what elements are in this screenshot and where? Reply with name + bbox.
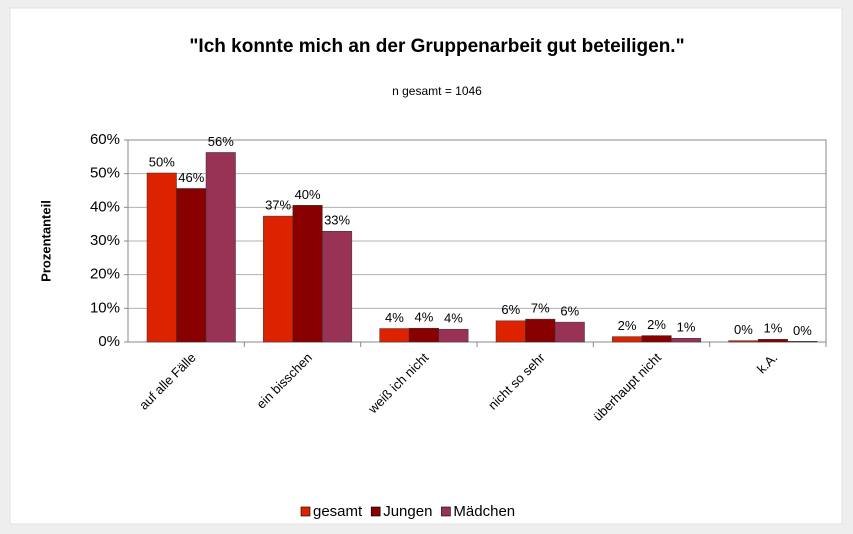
data-label: 4% <box>444 311 463 326</box>
y-tick-label: 10% <box>90 299 120 316</box>
data-label: 6% <box>501 302 520 317</box>
data-label: 0% <box>734 322 753 337</box>
bar <box>612 336 643 343</box>
legend-label: Jungen <box>383 503 432 520</box>
data-label: 2% <box>618 318 637 333</box>
bar <box>379 328 410 343</box>
bar <box>322 230 353 343</box>
legend-label: Mädchen <box>453 503 515 520</box>
data-label: 7% <box>531 301 550 316</box>
bar <box>263 215 294 343</box>
data-label: 37% <box>265 198 291 213</box>
y-tick-label: 50% <box>90 165 120 182</box>
bar <box>728 340 759 343</box>
y-axis-label: Prozentanteil <box>38 200 53 282</box>
legend-swatch <box>441 506 451 517</box>
y-tick-label: 60% <box>90 131 120 148</box>
bar <box>554 321 585 343</box>
bar <box>671 338 702 343</box>
data-label: 46% <box>178 170 204 185</box>
y-tick-label: 20% <box>90 266 120 283</box>
bar <box>641 335 672 343</box>
data-label: 4% <box>415 310 434 325</box>
y-tick-label: 30% <box>90 232 120 249</box>
data-label: 56% <box>208 134 234 149</box>
legend-swatch <box>300 506 311 517</box>
chart-subtitle: n gesamt = 1046 <box>392 84 482 98</box>
data-label: 6% <box>560 304 579 319</box>
chart-title: "Ich konnte mich an der Gruppenarbeit gu… <box>189 36 684 57</box>
data-label: 2% <box>647 317 666 332</box>
data-label: 50% <box>149 154 175 169</box>
bar <box>292 205 323 343</box>
bar <box>205 152 236 343</box>
bar <box>408 327 439 343</box>
bar <box>438 328 469 343</box>
bar <box>495 320 526 343</box>
data-label: 33% <box>324 213 350 228</box>
data-label: 1% <box>677 320 696 335</box>
legend-swatch <box>370 506 381 517</box>
bar <box>787 341 818 343</box>
data-label: 40% <box>295 187 321 202</box>
data-label: 0% <box>793 323 812 338</box>
y-tick-label: 40% <box>90 198 120 215</box>
bar <box>525 318 556 343</box>
bar <box>176 188 207 343</box>
data-label: 4% <box>385 310 404 325</box>
bar <box>757 339 788 343</box>
data-label: 1% <box>764 321 783 336</box>
bar <box>146 172 177 343</box>
legend-label: gesamt <box>313 503 363 520</box>
y-tick-label: 0% <box>98 333 120 350</box>
